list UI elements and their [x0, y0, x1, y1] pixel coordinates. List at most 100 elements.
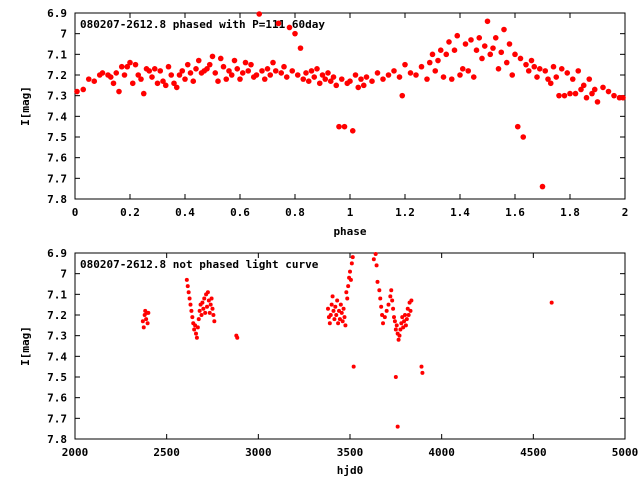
data-point — [525, 68, 532, 74]
data-point — [188, 302, 193, 307]
data-point — [605, 88, 612, 95]
y-tick-label: 7.6 — [47, 392, 67, 405]
data-point — [476, 35, 483, 41]
data-point — [220, 63, 227, 70]
data-point — [402, 319, 407, 324]
data-point — [228, 72, 235, 78]
data-point — [337, 317, 342, 322]
data-point — [205, 290, 210, 295]
data-point — [116, 88, 122, 95]
y-axis-label: I[mag] — [19, 326, 32, 366]
data-point — [389, 288, 394, 293]
data-point — [335, 298, 340, 303]
data-points — [74, 11, 626, 190]
data-point — [329, 302, 334, 307]
x-tick-label: 4500 — [520, 446, 547, 459]
data-point — [413, 72, 419, 78]
data-point — [337, 308, 341, 313]
data-point — [110, 80, 117, 87]
data-point — [210, 306, 215, 311]
y-tick-label: 7.1 — [47, 48, 67, 61]
data-point — [374, 70, 381, 76]
y-tick-label: 7 — [60, 28, 67, 41]
data-point — [611, 92, 617, 99]
data-point — [401, 325, 406, 330]
data-point — [561, 92, 568, 99]
data-point — [589, 90, 595, 97]
data-point — [223, 76, 230, 82]
y-tick-label: 7.2 — [47, 69, 67, 82]
data-point — [380, 76, 386, 82]
data-point — [184, 277, 189, 282]
data-point — [146, 310, 151, 315]
data-point — [391, 306, 396, 311]
data-point — [253, 72, 260, 78]
data-point — [206, 61, 213, 68]
x-tick-label: 5000 — [612, 446, 639, 459]
data-point — [206, 298, 211, 303]
data-point — [506, 41, 513, 47]
data-point — [261, 76, 268, 82]
data-point — [390, 298, 395, 303]
data-point — [200, 300, 205, 305]
data-point — [349, 128, 356, 134]
chart-title: 080207-2612.8 phased with P=111.60day — [80, 18, 325, 31]
data-point — [226, 68, 232, 74]
data-point — [127, 59, 133, 66]
data-point — [393, 327, 398, 332]
data-point — [373, 252, 378, 256]
data-point — [382, 315, 387, 320]
data-point — [391, 68, 397, 74]
data-point — [385, 72, 392, 78]
data-point — [135, 72, 142, 78]
data-point — [374, 263, 379, 268]
data-point — [360, 82, 367, 89]
y-tick-label: 7.7 — [47, 412, 67, 425]
data-point — [495, 66, 502, 72]
data-point — [275, 20, 282, 27]
data-point — [586, 76, 593, 82]
data-point — [322, 76, 329, 82]
y-tick-label: 7.5 — [47, 131, 67, 144]
data-point — [168, 72, 175, 78]
data-point — [348, 269, 352, 274]
data-point — [396, 74, 403, 80]
data-point — [132, 61, 139, 68]
data-point — [440, 74, 447, 80]
data-point — [498, 49, 505, 56]
data-point — [350, 255, 355, 260]
x-tick-label: 1.2 — [395, 206, 415, 219]
data-point — [330, 294, 335, 299]
data-point — [528, 57, 535, 64]
data-point — [138, 76, 144, 82]
data-point — [459, 66, 466, 72]
data-point — [392, 315, 396, 320]
x-tick-label: 2500 — [153, 446, 180, 459]
data-point — [207, 310, 212, 315]
data-point — [393, 375, 398, 379]
data-point — [314, 66, 320, 72]
data-point — [193, 323, 198, 328]
data-point — [424, 76, 430, 82]
data-point — [419, 364, 424, 369]
data-point — [394, 323, 399, 328]
data-point — [248, 61, 254, 68]
data-point — [165, 63, 172, 70]
data-point — [443, 51, 450, 58]
unphased-light-curve-panel: 080207-2612.8 not phased light curve hjd… — [19, 247, 638, 477]
data-point — [145, 321, 150, 326]
data-point — [355, 84, 362, 91]
data-point — [342, 315, 347, 320]
data-point — [549, 300, 554, 305]
data-point — [338, 302, 343, 307]
data-point — [512, 51, 518, 58]
data-point — [397, 333, 402, 338]
data-point — [468, 37, 474, 43]
data-point — [327, 321, 332, 326]
data-point — [379, 304, 384, 309]
data-point — [162, 82, 169, 89]
data-point — [325, 70, 331, 76]
data-point — [99, 70, 106, 76]
data-point — [140, 90, 147, 97]
data-point — [564, 70, 571, 76]
